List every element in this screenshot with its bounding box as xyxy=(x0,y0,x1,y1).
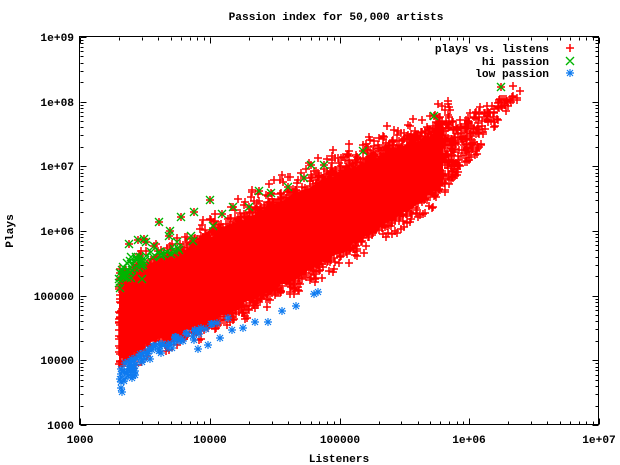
svg-text:1e+07: 1e+07 xyxy=(582,435,616,447)
svg-text:1e+07: 1e+07 xyxy=(40,162,74,174)
svg-text:hi passion: hi passion xyxy=(482,57,549,69)
svg-text:10000: 10000 xyxy=(40,356,74,368)
svg-text:Plays: Plays xyxy=(5,214,17,248)
svg-text:1000: 1000 xyxy=(47,421,74,433)
svg-text:1000: 1000 xyxy=(67,435,94,447)
svg-text:100000: 100000 xyxy=(34,292,75,304)
svg-text:1e+06: 1e+06 xyxy=(40,227,74,239)
svg-text:10000: 10000 xyxy=(193,435,227,447)
svg-text:1e+09: 1e+09 xyxy=(40,33,74,45)
svg-text:100000: 100000 xyxy=(320,435,361,447)
svg-text:1e+06: 1e+06 xyxy=(452,435,486,447)
svg-text:Listeners: Listeners xyxy=(309,454,370,465)
svg-text:low passion: low passion xyxy=(475,69,549,81)
svg-text:Passion index for 50,000 artis: Passion index for 50,000 artists xyxy=(229,12,444,24)
svg-text:plays vs. listens: plays vs. listens xyxy=(435,44,549,56)
svg-text:1e+08: 1e+08 xyxy=(40,98,74,110)
